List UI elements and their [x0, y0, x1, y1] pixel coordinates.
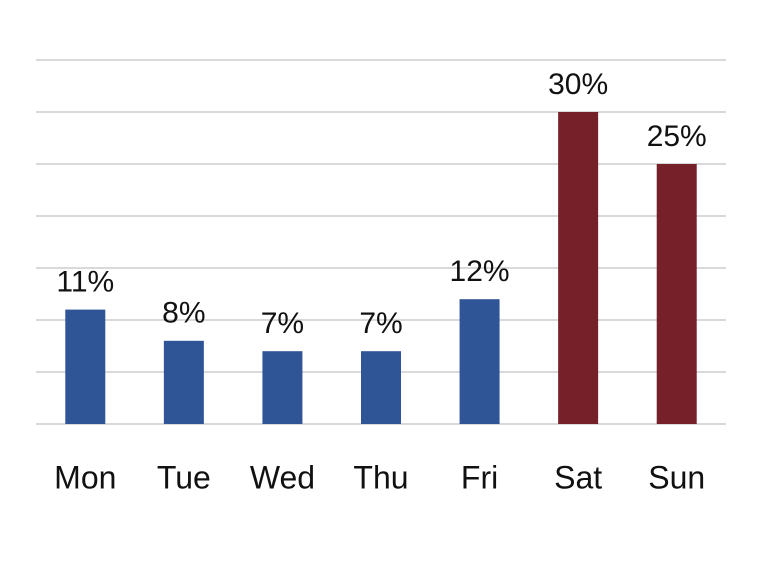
data-label: 12%	[450, 255, 510, 288]
bar	[558, 112, 599, 424]
x-tick-label: Sat	[554, 459, 602, 495]
bar	[656, 164, 697, 424]
x-tick-label: Thu	[353, 459, 408, 495]
x-tick-label: Mon	[54, 459, 116, 495]
data-label: 7%	[359, 307, 402, 340]
x-tick-label: Tue	[157, 459, 211, 495]
data-label: 25%	[647, 120, 707, 153]
x-tick-label: Fri	[461, 459, 498, 495]
bar	[65, 309, 106, 424]
bar	[262, 351, 303, 424]
x-tick-label: Wed	[250, 459, 315, 495]
data-label: 8%	[162, 297, 205, 330]
bar	[361, 351, 401, 424]
data-label: 11%	[56, 266, 114, 299]
data-label: 30%	[548, 68, 608, 101]
bar	[163, 340, 204, 424]
data-label: 7%	[261, 307, 304, 340]
bar	[459, 299, 500, 424]
x-tick-label: Sun	[648, 459, 705, 495]
